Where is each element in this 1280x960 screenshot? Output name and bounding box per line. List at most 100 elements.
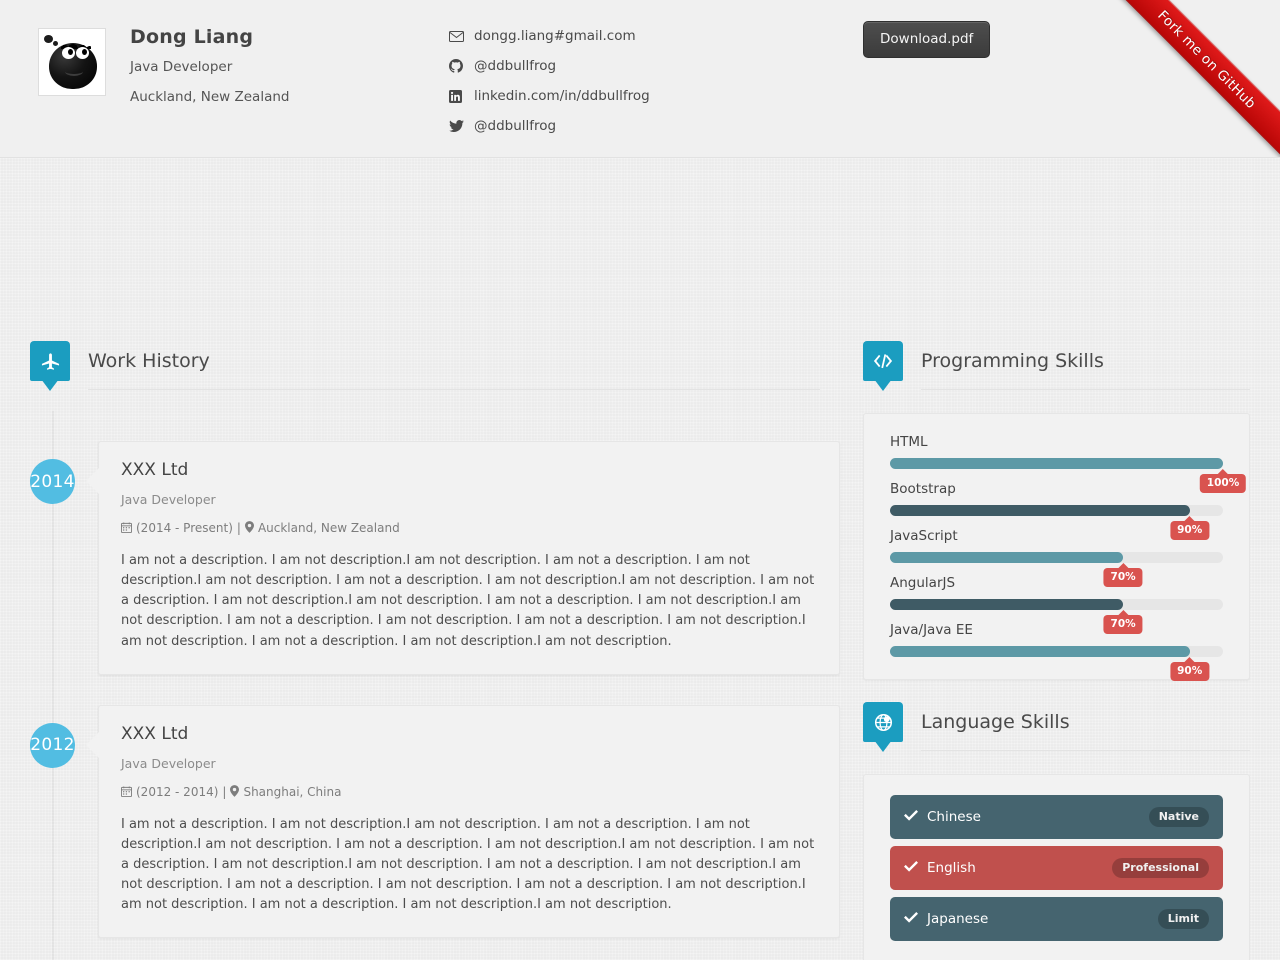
timeline-year: 2014 [30, 459, 75, 504]
map-marker-icon [230, 784, 240, 799]
work-meta: (2014 - Present) | Auckland, New Zealand [121, 521, 817, 535]
calendar-icon [121, 521, 132, 535]
page-header: Dong Liang Java Developer Auckland, New … [0, 0, 1280, 158]
section-divider [88, 389, 820, 390]
work-company: XXX Ltd [121, 460, 189, 480]
language-skills-title: Language Skills [921, 711, 1070, 733]
language-row[interactable]: Chinese Native [890, 795, 1223, 839]
globe-icon [863, 702, 903, 752]
skill-track: 70% [890, 599, 1223, 634]
skill-percent-badge: 70% [1103, 563, 1143, 587]
skill-item: HTML 100% [890, 434, 1247, 493]
work-history-title: Work History [88, 350, 210, 372]
work-place: Shanghai, China [243, 784, 342, 799]
contact-list: dongg.liang#gmail.com @ddbullfrog linked… [449, 21, 650, 141]
language-row[interactable]: Japanese Limit [890, 897, 1223, 941]
work-history-header: Work History [30, 341, 840, 399]
fork-me-on-github-ribbon[interactable]: Fork me on GitHub [1100, 0, 1280, 157]
work-role: Java Developer [121, 755, 216, 771]
skill-fill [890, 505, 1190, 516]
language-name: Japanese [927, 911, 989, 927]
download-pdf-button[interactable]: Download.pdf [863, 21, 991, 58]
main-content: Work History 2014 XXX Ltd Java Developer… [0, 158, 1280, 960]
timeline-item: 2012 XXX Ltd Java Developer (2012 - 2014… [30, 704, 840, 939]
language-row[interactable]: English Professional [890, 846, 1223, 890]
programming-skills-title: Programming Skills [921, 350, 1104, 372]
skill-fill [890, 599, 1124, 610]
skill-label: Java/Java EE [890, 622, 973, 638]
skill-label: Bootstrap [890, 481, 956, 497]
linkedin-icon [449, 89, 467, 103]
contact-github-text: @ddbullfrog [474, 58, 557, 74]
work-company: XXX Ltd [121, 723, 189, 744]
timeline-year: 2012 [30, 722, 75, 768]
work-card: XXX Ltd Java Developer (2014 - Present) … [86, 441, 840, 675]
contact-twitter[interactable]: @ddbullfrog [449, 111, 650, 141]
contact-linkedin[interactable]: linkedin.com/in/ddbullfrog [449, 81, 650, 111]
bullfrog-avatar-icon [41, 31, 103, 93]
envelope-icon [449, 30, 467, 42]
programming-skills-header: Programming Skills [863, 341, 1250, 399]
job-title: Java Developer [130, 59, 233, 75]
work-meta: (2012 - 2014) | Shanghai, China [121, 785, 817, 799]
section-divider [921, 389, 1250, 390]
check-icon [904, 809, 918, 825]
work-description: I am not a description. I am not descrip… [121, 553, 815, 649]
twitter-icon [449, 120, 467, 132]
github-icon [449, 59, 467, 73]
work-period: (2012 - 2014) [136, 784, 219, 799]
home-location: Auckland, New Zealand [130, 88, 290, 105]
work-description: I am not a description. I am not descrip… [121, 816, 815, 913]
meta-separator: | [236, 521, 241, 535]
language-name: Chinese [927, 809, 981, 825]
avatar [38, 28, 106, 96]
contact-github[interactable]: @ddbullfrog [449, 51, 650, 81]
skill-label: HTML [890, 434, 928, 450]
skill-item: AngularJS 70% [890, 575, 1223, 634]
skill-track: 90% [890, 505, 1223, 540]
skill-item: JavaScript 70% [890, 528, 1223, 587]
work-card: XXX Ltd Java Developer (2012 - 2014) | S… [86, 704, 840, 939]
language-level-badge: Limit [1157, 909, 1209, 929]
work-place: Auckland, New Zealand [257, 521, 400, 535]
check-icon [904, 860, 918, 876]
skill-percent-badge: 70% [1103, 610, 1143, 634]
skill-percent-badge: 90% [1170, 516, 1210, 540]
identity-block: Dong Liang Java Developer Auckland, New … [130, 28, 289, 120]
meta-separator: | [222, 784, 227, 799]
sidebar: Programming Skills HTML 100% Bootstrap 9… [863, 341, 1250, 960]
work-period: (2014 - Present) [136, 521, 233, 535]
skill-track: 90% [890, 646, 1223, 681]
language-skills-panel: Chinese Native English Professional [863, 774, 1250, 960]
skill-fill [890, 458, 1223, 469]
skill-item: Java/Java EE 90% [890, 622, 1223, 681]
check-icon [904, 911, 918, 927]
language-skills-header: Language Skills [863, 702, 1250, 760]
skill-track: 100% [890, 458, 1247, 493]
timeline-item: 2014 XXX Ltd Java Developer (2014 - Pres… [30, 441, 840, 675]
contact-twitter-text: @ddbullfrog [474, 118, 557, 134]
language-level-badge: Native [1148, 807, 1209, 827]
contact-email-text: dongg.liang#gmail.com [474, 28, 636, 44]
skill-fill [890, 552, 1124, 563]
page-title: Dong Liang [130, 26, 254, 48]
language-level-badge: Professional [1112, 858, 1209, 878]
map-marker-icon [244, 521, 254, 535]
contact-linkedin-text: linkedin.com/in/ddbullfrog [474, 88, 650, 104]
plane-icon [30, 341, 70, 391]
skill-fill [890, 646, 1190, 657]
skill-label: JavaScript [890, 528, 958, 544]
skill-percent-badge: 90% [1170, 657, 1210, 681]
skill-track: 70% [890, 552, 1223, 587]
work-timeline: 2014 XXX Ltd Java Developer (2014 - Pres… [30, 441, 840, 960]
contact-email[interactable]: dongg.liang#gmail.com [449, 21, 650, 51]
skill-label: AngularJS [890, 575, 956, 591]
skill-percent-badge: 100% [1199, 469, 1247, 493]
section-divider [921, 750, 1250, 751]
calendar-icon [121, 785, 132, 799]
programming-skills-panel: HTML 100% Bootstrap 90% JavaScript 70% [863, 413, 1250, 681]
language-name: English [927, 860, 976, 876]
work-history-section: Work History 2014 XXX Ltd Java Developer… [30, 341, 840, 960]
code-icon [863, 341, 903, 391]
work-role: Java Developer [121, 492, 216, 507]
